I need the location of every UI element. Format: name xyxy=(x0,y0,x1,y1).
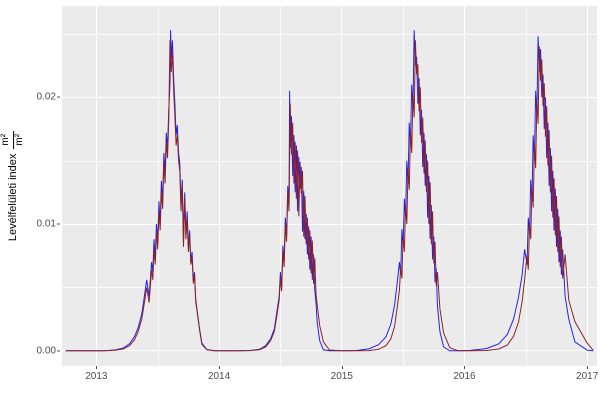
series-layer xyxy=(62,6,597,366)
gridline-major-vertical xyxy=(463,6,466,366)
x-axis-tick-labels: 2013 2014 2015 2016 2017 xyxy=(62,366,599,392)
gridline-minor-horizontal xyxy=(62,287,597,288)
x-axis-tick-label: 2016 xyxy=(453,371,476,382)
x-axis-tick-label: 2015 xyxy=(330,371,353,382)
gridline-minor-vertical xyxy=(525,6,527,366)
y-axis-unit-denominator: m² xyxy=(13,133,25,146)
x-axis-tick-label: 2013 xyxy=(85,371,108,382)
y-axis-tick-labels: 0.00 0.01 0.02 xyxy=(26,0,56,372)
x-axis-tick-mark xyxy=(96,366,98,369)
x-axis-tick-label: 2017 xyxy=(576,371,599,382)
gridline-minor-horizontal xyxy=(62,33,597,35)
y-axis-unit-fraction: m² m² xyxy=(0,130,25,149)
gridline-minor-vertical xyxy=(157,6,159,366)
y-axis-tick-mark xyxy=(57,96,60,98)
x-axis-tick-mark xyxy=(464,366,466,369)
y-axis-title-text: Levélfelületi index xyxy=(7,153,19,242)
y-axis-title: Levélfelületi index m² m² xyxy=(0,0,26,372)
gridline-minor-vertical xyxy=(403,6,404,366)
gridline-major-horizontal xyxy=(62,96,597,98)
plot-panel xyxy=(62,6,597,366)
y-axis-tick-mark xyxy=(57,350,60,352)
x-axis-tick-mark xyxy=(341,366,343,369)
x-axis-tick-mark xyxy=(219,366,221,369)
x-axis-tick-mark xyxy=(587,366,589,369)
y-axis-tick-label: 0.01 xyxy=(36,218,56,230)
gridline-major-vertical xyxy=(218,6,220,366)
x-axis-tick-label: 2014 xyxy=(207,371,231,382)
series-line xyxy=(66,40,594,351)
gridline-major-horizontal xyxy=(62,223,597,225)
y-axis-tick-mark xyxy=(57,223,60,225)
gridline-minor-horizontal xyxy=(62,160,597,162)
gridline-minor-vertical xyxy=(280,6,281,366)
y-axis-tick-label: 0.02 xyxy=(36,91,56,103)
y-axis-unit-numerator: m² xyxy=(0,133,11,146)
gridline-major-vertical xyxy=(95,6,97,366)
gridline-major-vertical xyxy=(586,6,588,366)
y-axis-tick-label: 0.00 xyxy=(36,345,56,357)
gridline-major-vertical xyxy=(341,6,343,366)
